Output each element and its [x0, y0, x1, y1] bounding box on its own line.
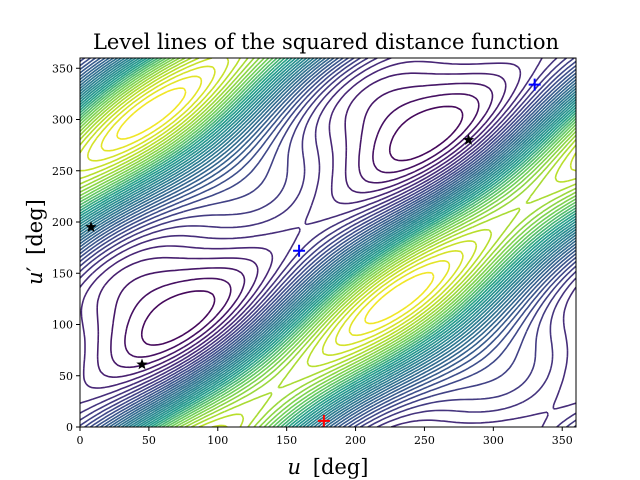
plus-marker — [528, 78, 541, 91]
x-axis-unit: [deg] — [313, 455, 369, 479]
y-axis-unit: [deg] — [23, 199, 47, 255]
contour-level — [80, 58, 576, 427]
contour-level — [80, 60, 522, 389]
x-tick-label: 250 — [414, 434, 435, 447]
y-tick-label: 100 — [52, 319, 73, 332]
star-marker — [462, 134, 475, 145]
contour-level — [80, 58, 576, 427]
y-tick-label: 50 — [59, 370, 73, 383]
contour-level — [80, 58, 576, 427]
markers — [85, 78, 541, 427]
contour-level — [140, 105, 464, 346]
contour-level — [100, 75, 451, 337]
x-tick-label: 0 — [77, 434, 84, 447]
x-tick-label: 50 — [142, 434, 156, 447]
y-tick-label: 250 — [52, 165, 73, 178]
contour-level — [116, 87, 435, 325]
star-marker — [85, 221, 97, 232]
x-tick-label: 300 — [483, 434, 504, 447]
contour-level — [80, 58, 576, 427]
contour-level — [80, 58, 576, 427]
x-axis-label: u [deg] — [288, 455, 369, 479]
x-tick-label: 350 — [552, 434, 573, 447]
x-tick-label: 200 — [345, 434, 366, 447]
plus-marker — [293, 244, 306, 257]
y-axis-label: u′ [deg] — [23, 199, 47, 285]
y-tick-label: 150 — [52, 267, 73, 280]
contour-level — [80, 58, 576, 427]
contour-level — [110, 82, 494, 369]
contour-level — [80, 58, 576, 427]
contour-level — [80, 58, 576, 427]
y-tick-label: 300 — [52, 114, 73, 127]
contour-level — [80, 58, 576, 427]
contour-level — [80, 58, 576, 427]
contour-level — [87, 65, 464, 347]
x-axis-ticks: 0 50 100 150 200 250 300 350 — [77, 427, 573, 447]
y-axis-prime: ′ — [23, 266, 47, 271]
contour-lines — [80, 58, 576, 427]
contour-level — [80, 58, 576, 427]
chart-title: Level lines of the squared distance func… — [93, 30, 559, 54]
contour-level — [80, 58, 576, 427]
plus-marker — [317, 414, 330, 427]
x-axis-var: u — [288, 455, 302, 479]
contour-level — [80, 58, 576, 427]
y-axis-ticks: 0 50 100 150 200 250 300 350 — [52, 62, 80, 434]
contour-level — [124, 93, 480, 358]
y-tick-label: 200 — [52, 216, 73, 229]
contour-level — [80, 58, 576, 427]
y-tick-label: 0 — [66, 421, 73, 434]
contour-level — [80, 58, 576, 427]
x-tick-label: 100 — [207, 434, 228, 447]
plot-frame — [79, 57, 577, 428]
contour-level — [96, 72, 507, 378]
star-marker — [136, 358, 148, 370]
x-tick-label: 150 — [276, 434, 297, 447]
y-tick-label: 350 — [52, 62, 73, 75]
contour-level — [80, 58, 576, 427]
y-axis-var: u — [23, 271, 47, 285]
